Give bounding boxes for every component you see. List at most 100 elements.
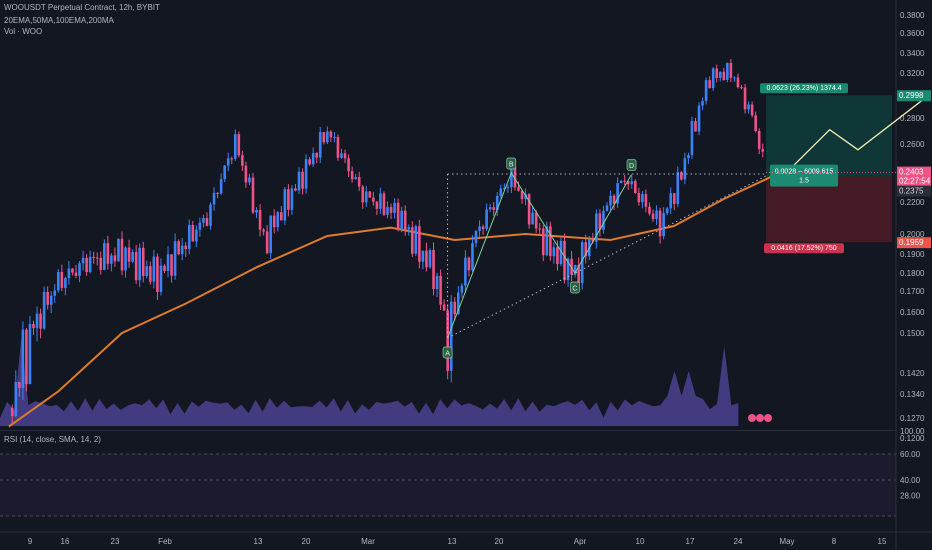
candle-up [524, 194, 527, 200]
price-tick-label: 0.1200 [900, 434, 925, 443]
candle-down [563, 240, 566, 281]
candle-down [272, 215, 276, 228]
candle-down [287, 189, 290, 210]
candle-down [694, 121, 697, 132]
candle-down [418, 226, 421, 262]
candle-down [134, 252, 138, 281]
candle-up [354, 177, 357, 180]
candle-down [32, 323, 35, 329]
volume-area [0, 338, 739, 426]
candle-up [449, 301, 453, 371]
candle-down [648, 206, 651, 214]
candle-down [708, 80, 711, 89]
price-tick-label: 0.1500 [900, 329, 925, 338]
stop-label-box [764, 243, 845, 254]
indicator-legend[interactable]: 20EMA,50MA,100EMA,200MA [4, 16, 114, 25]
candle-up [212, 192, 216, 205]
candle-down [329, 131, 333, 138]
volume-legend[interactable]: Vol · WOO [4, 27, 43, 36]
candle-up [124, 247, 127, 271]
candle-down [120, 238, 124, 271]
candle-up [464, 257, 467, 286]
candle-up [495, 195, 499, 210]
candle-up [718, 71, 722, 79]
event-marker [756, 414, 764, 422]
candle-up [488, 207, 492, 210]
price-tick-label: 0.1420 [900, 369, 925, 378]
candle-up [21, 329, 25, 389]
candle-down [410, 227, 414, 254]
candle-up [690, 121, 694, 156]
candle-up [187, 224, 191, 250]
candle-down [308, 159, 311, 165]
candle-down [750, 104, 754, 116]
candle-up [457, 292, 460, 315]
candle-down [612, 195, 616, 204]
rsi-tick-label: 40.00 [900, 476, 921, 485]
candle-down [156, 256, 159, 292]
stop-price-badge-box [897, 237, 931, 249]
time-tick-label: 13 [254, 537, 263, 546]
rsi-legend[interactable]: RSI (14, close, SMA, 14, 2) [4, 435, 101, 444]
event-marker [748, 414, 756, 422]
candle-up [386, 207, 389, 215]
candle-down [106, 243, 110, 264]
candle-up [209, 204, 212, 226]
candle-up [414, 226, 418, 254]
candle-down [577, 264, 580, 284]
candle-up [595, 213, 598, 242]
moving-average-line [8, 174, 774, 428]
candle-down [280, 212, 283, 221]
candle-up [53, 290, 57, 296]
candle-up [304, 159, 308, 189]
candle-up [326, 131, 329, 143]
candle-down [442, 304, 446, 311]
level-price-badge: 0.2375 [899, 187, 924, 196]
candle-up [655, 210, 658, 219]
target-label-box [760, 83, 849, 94]
candle-down [658, 210, 662, 237]
candle-down [623, 180, 626, 182]
time-tick-label: 13 [448, 537, 457, 546]
candle-up [364, 191, 368, 203]
candle-up [138, 247, 142, 281]
candle-up [103, 243, 106, 270]
candle-down [527, 194, 531, 225]
stop-label: 0.0416 (17.52%) 750 [771, 245, 836, 252]
time-tick-label: 16 [61, 537, 70, 546]
candle-down [265, 231, 269, 254]
candle-down [92, 256, 95, 258]
candle-up [248, 177, 251, 183]
level-price-badge-box [897, 185, 931, 197]
candle-up [605, 205, 609, 211]
candle-down [396, 202, 400, 230]
candle-up [283, 189, 287, 221]
candle-up [233, 134, 237, 159]
candle-down [513, 167, 517, 188]
candle-up [180, 245, 184, 255]
candle-up [88, 256, 92, 272]
candle-down [432, 250, 435, 290]
candle-up [56, 271, 60, 291]
candle-up [42, 291, 46, 329]
candle-down [541, 228, 545, 256]
candle-up [219, 179, 223, 194]
price-tick-label: 0.1600 [900, 308, 925, 317]
candle-up [676, 172, 680, 204]
candle-down [322, 132, 326, 143]
price-tick-label: 0.1800 [900, 269, 925, 278]
symbol-title[interactable]: WOOUSDT Perpetual Contract, 12h, BYBIT [4, 3, 160, 12]
price-tick-label: 0.1700 [900, 287, 925, 296]
candle-up [428, 250, 432, 268]
candle-up [81, 257, 85, 264]
candle-up [340, 153, 343, 158]
candle-up [545, 226, 549, 256]
candle-down [534, 212, 538, 229]
candle-down [425, 250, 428, 268]
candle-up [255, 209, 258, 213]
candle-down [446, 310, 449, 371]
candle-up [747, 104, 750, 110]
candle-down [375, 201, 379, 209]
candle-up [478, 226, 481, 231]
